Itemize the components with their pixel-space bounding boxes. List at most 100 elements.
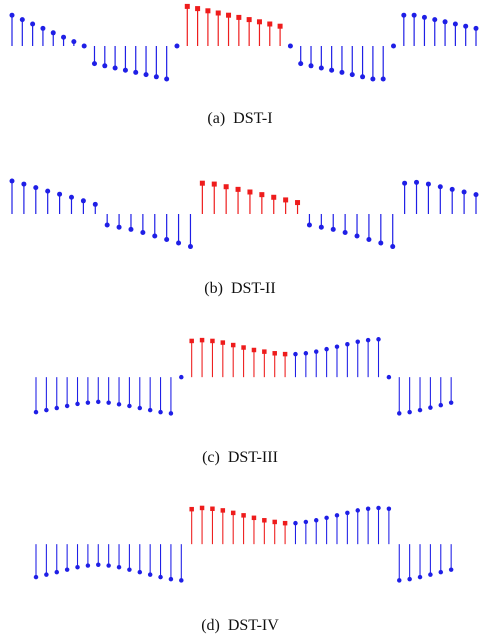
stem-marker-square — [199, 337, 205, 343]
stem-marker-square — [262, 349, 267, 354]
stem-marker-dot — [168, 411, 174, 416]
stem-marker-dot — [354, 233, 360, 239]
stem-marker-dot — [397, 411, 402, 416]
stem-marker-dot — [92, 201, 98, 207]
stem-marker-square — [199, 180, 205, 186]
stem-marker-dot — [330, 226, 336, 232]
stem-marker-dot — [313, 349, 319, 354]
stem-marker-dot — [318, 224, 324, 230]
stem-marker-dot — [452, 21, 458, 27]
stem-marker-square — [282, 520, 288, 526]
stem-marker-dot — [366, 237, 372, 243]
stem-marker-dot — [104, 222, 110, 228]
stem-marker-dot — [438, 402, 444, 408]
stem-marker-dot — [153, 74, 159, 80]
stem-marker-square — [223, 184, 229, 190]
stem-marker-dot — [54, 405, 59, 411]
stem-marker-dot — [360, 74, 366, 80]
stem-marker-dot — [152, 233, 158, 239]
stem-marker-square — [267, 21, 273, 27]
stem-marker-dot — [411, 12, 417, 18]
stem-marker-dot — [376, 505, 381, 511]
stem-marker-dot — [91, 61, 97, 67]
stem-marker-dot — [116, 224, 122, 230]
stem-marker-dot — [19, 17, 25, 23]
stem-marker-dot — [9, 178, 15, 184]
stem-marker-dot — [287, 43, 293, 49]
stem-marker-dot — [179, 578, 184, 583]
stem-marker-dot — [425, 181, 431, 187]
stem-marker-dot — [437, 184, 443, 190]
stem-marker-dot — [127, 567, 132, 572]
stem-marker-square — [210, 506, 215, 511]
stem-marker-square — [215, 10, 221, 16]
stem-marker-dot — [449, 186, 455, 192]
stem-marker-dot — [473, 192, 479, 198]
stem-marker-dot — [407, 576, 412, 582]
stem-marker-dot — [339, 69, 345, 75]
stem-marker-square — [236, 14, 242, 20]
stem-marker-dot — [417, 574, 423, 580]
stem-marker-dot — [370, 76, 376, 82]
stem-marker-dot — [390, 244, 396, 250]
stem-marker-dot — [140, 229, 146, 235]
stem-marker-dot — [407, 409, 412, 415]
stem-marker-dot — [303, 351, 309, 356]
stem-marker-dot — [293, 351, 298, 357]
stem-marker-dot — [380, 76, 386, 82]
stem-marker-square — [262, 518, 267, 523]
stem-marker-square — [241, 345, 246, 350]
stem-marker-dot — [75, 564, 80, 570]
stem-marker-dot — [158, 574, 163, 580]
stem-marker-dot — [122, 67, 128, 73]
stem-marker-dot — [116, 564, 122, 570]
stem-plot-dst-ii — [9, 178, 479, 250]
stem-marker-dot — [33, 185, 39, 191]
stem-plot-dst-iv — [33, 505, 454, 583]
stem-marker-square — [251, 515, 257, 521]
stem-marker-dot — [85, 400, 91, 405]
stem-marker-dot — [386, 374, 392, 380]
caption-dst-iii: (c) DST-III — [202, 449, 278, 466]
stem-marker-dot — [116, 402, 122, 407]
stem-marker-dot — [313, 518, 319, 523]
stem-marker-dot — [308, 63, 314, 69]
stem-marker-square — [220, 340, 226, 345]
stem-marker-dot — [106, 563, 111, 568]
stem-marker-square — [283, 197, 289, 203]
stem-marker-dot — [128, 226, 134, 232]
stem-marker-dot — [334, 513, 340, 518]
stem-marker-square — [230, 510, 236, 516]
stem-marker-dot — [33, 574, 39, 580]
caption-dst-i: (a) DST-I — [207, 110, 273, 127]
stem-marker-dot — [61, 34, 67, 40]
stem-marker-square — [195, 6, 201, 12]
stem-marker-dot — [71, 39, 77, 45]
stem-marker-dot — [54, 569, 59, 575]
stem-marker-dot — [345, 510, 350, 516]
caption-dst-ii: (b) DST-II — [204, 280, 276, 297]
stem-marker-dot — [21, 181, 27, 187]
stem-marker-square — [235, 186, 241, 192]
stem-marker-dot — [44, 572, 49, 577]
stem-marker-dot — [57, 191, 63, 197]
stem-marker-square — [282, 351, 288, 357]
stem-marker-dot — [376, 337, 381, 342]
stem-marker-dot — [448, 567, 454, 572]
stem-marker-dot — [164, 76, 170, 82]
stem-marker-dot — [68, 194, 74, 200]
stem-marker-dot — [421, 14, 427, 20]
stem-marker-dot — [349, 72, 355, 78]
stem-marker-dot — [64, 567, 70, 572]
stem-marker-dot — [432, 17, 438, 23]
stem-marker-dot — [127, 403, 132, 409]
stem-marker-dot — [345, 341, 350, 347]
stem-marker-square — [189, 338, 194, 344]
stem-marker-dot — [428, 572, 433, 577]
stem-marker-dot — [442, 19, 448, 25]
stem-marker-dot — [102, 63, 108, 69]
stem-marker-square — [246, 17, 252, 23]
stem-marker-dot — [397, 578, 402, 583]
stem-marker-square — [205, 8, 211, 14]
stem-marker-dot — [473, 25, 479, 31]
